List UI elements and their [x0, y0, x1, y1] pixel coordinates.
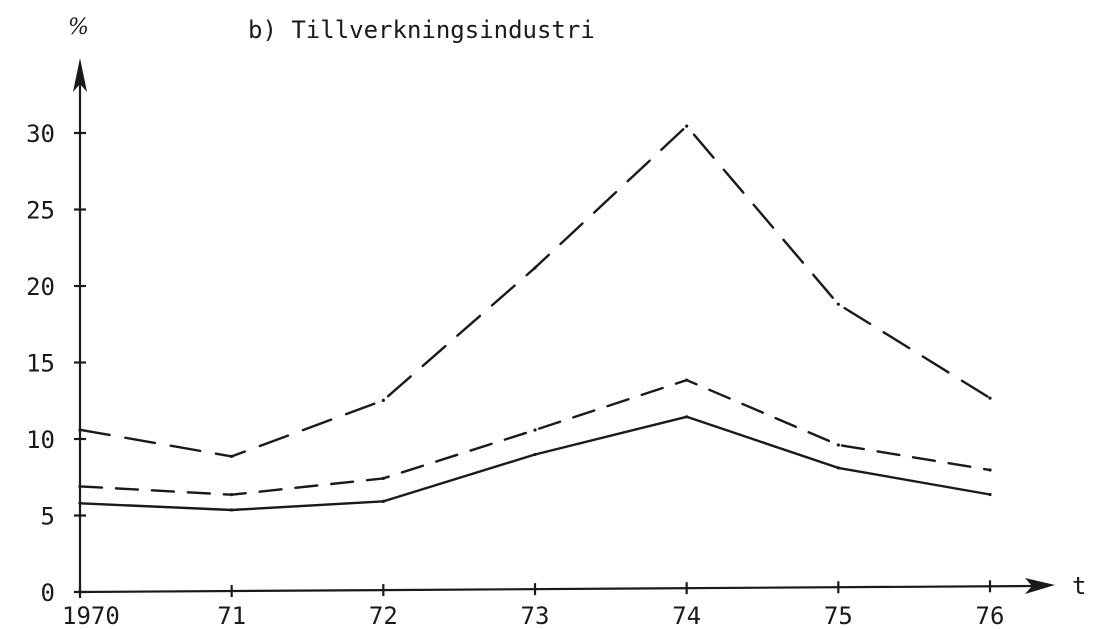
x-tick-label: 72	[369, 602, 398, 629]
x-axis-arrow	[1025, 578, 1055, 594]
series-line-dash	[78, 378, 992, 496]
data-point	[988, 468, 992, 472]
data-point	[78, 428, 82, 432]
x-tick-label: 75	[824, 602, 853, 629]
y-tick-label: 25	[26, 197, 55, 225]
x-tick-label: 71	[217, 602, 246, 629]
data-point	[685, 124, 689, 128]
data-point	[836, 443, 840, 447]
y-axis-ticks: 0 5 10 15 20 25 30	[26, 120, 86, 607]
data-point	[988, 492, 992, 497]
data-point	[78, 484, 82, 489]
y-axis-unit-label: %	[68, 15, 89, 40]
series-line-long-dash	[78, 124, 992, 458]
data-point	[685, 378, 689, 382]
data-point	[230, 493, 234, 497]
data-point	[230, 508, 234, 512]
y-tick-label: 10	[26, 426, 55, 454]
y-tick-label: 5	[41, 503, 55, 531]
data-point	[988, 396, 992, 400]
y-tick-label: 15	[26, 350, 55, 378]
data-point	[836, 466, 840, 470]
y-tick-label: 30	[26, 120, 55, 148]
y-tick-label: 0	[41, 579, 55, 607]
data-point	[230, 454, 234, 459]
y-tick-label: 20	[26, 273, 55, 301]
data-point	[381, 398, 385, 402]
data-point	[533, 428, 537, 432]
y-axis-arrow	[73, 58, 87, 92]
data-point	[685, 415, 689, 419]
x-tick-label: 74	[672, 602, 701, 629]
data-point	[533, 452, 537, 457]
x-tick-label: 1970	[62, 602, 120, 629]
data-point	[836, 302, 840, 306]
x-tick-label: 73	[521, 602, 550, 629]
data-point	[381, 476, 385, 481]
x-axis-line	[77, 584, 1036, 594]
chart-title: b) Tillverkningsindustri	[248, 16, 595, 44]
data-point	[533, 266, 537, 270]
data-point	[381, 499, 385, 503]
x-axis-unit-label: t	[1072, 572, 1086, 600]
data-point	[78, 501, 82, 505]
x-axis-ticks: 1970 71 72 73 74 75 76	[62, 580, 1004, 629]
series-layer	[78, 124, 992, 512]
x-tick-label: 76	[976, 602, 1005, 629]
